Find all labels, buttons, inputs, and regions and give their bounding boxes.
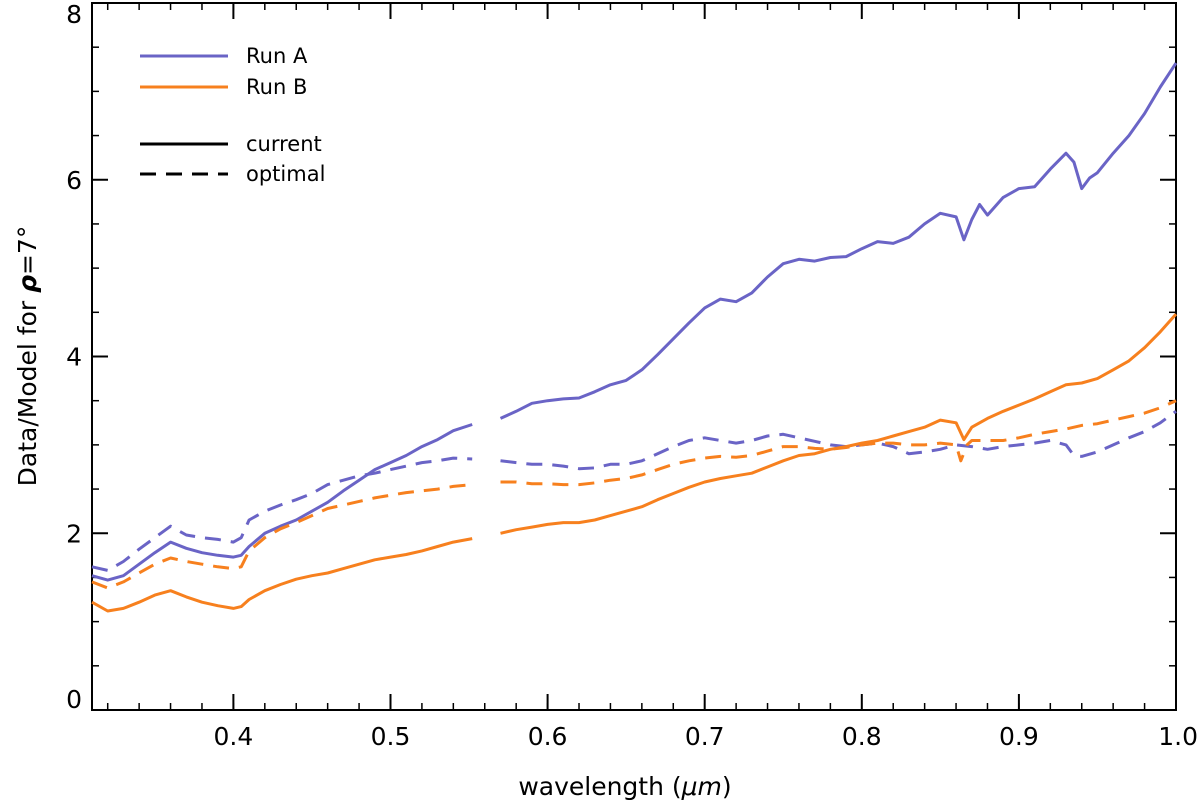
- x-axis-title: wavelength (μm): [518, 772, 731, 801]
- series-line-run-a-current: [499, 62, 1178, 420]
- x-tick-label: 1.0: [1158, 722, 1198, 751]
- x-tick-label: 0.4: [214, 722, 254, 751]
- y-tick-label: 4: [66, 343, 82, 372]
- y-tick-label: 8: [66, 0, 82, 29]
- y-axis-title: Data/Model for ρ=7°: [13, 226, 42, 487]
- series-line-run-b-optimal: [500, 399, 1177, 487]
- legend-label-current: current: [246, 132, 322, 156]
- x-tick-label: 0.6: [528, 722, 568, 751]
- series-line-run-b-current: [500, 313, 1178, 535]
- series-line-run-a-optimal: [91, 456, 473, 572]
- x-tick-label: 0.8: [842, 722, 882, 751]
- series-line-run-a-current: [91, 423, 473, 582]
- legend-label-run-a: Run A: [246, 44, 308, 68]
- series-layer: [91, 62, 1178, 613]
- x-tick-label: 0.5: [371, 722, 411, 751]
- series-line-run-b-optimal: [91, 483, 473, 590]
- series-line-run-b-current: [91, 537, 473, 613]
- y-tick-label: 2: [66, 519, 82, 548]
- x-tick-label: 0.9: [999, 722, 1039, 751]
- plot-frame: [91, 2, 1177, 711]
- y-tick-label: 0: [66, 685, 82, 714]
- legend-label-optimal: optimal: [246, 162, 325, 186]
- series-line-run-a-optimal: [500, 410, 1177, 471]
- legend: Run A Run B current optimal: [140, 44, 325, 186]
- legend-label-run-b: Run B: [246, 75, 307, 99]
- y-tick-label: 6: [66, 166, 82, 195]
- x-tick-label: 0.7: [685, 722, 725, 751]
- axis-ticks: 0.4 0.5 0.6 0.7 0.8 0.9 1.0 0 2 4 6 8: [66, 0, 1198, 751]
